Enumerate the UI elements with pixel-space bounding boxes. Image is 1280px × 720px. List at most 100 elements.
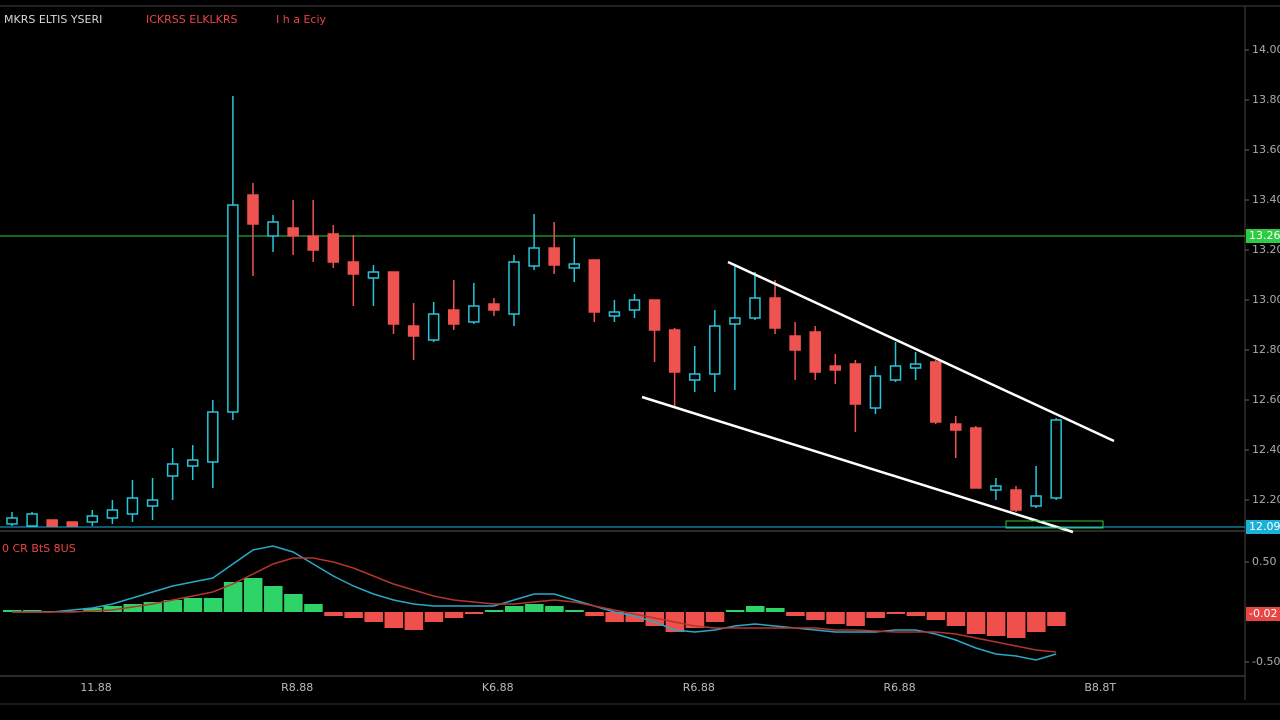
candle-body <box>207 411 219 463</box>
y-tick-label: 13.60 <box>1252 143 1280 156</box>
histogram-bar <box>444 612 464 618</box>
candle-body <box>729 317 741 325</box>
candle-body <box>648 299 661 331</box>
candle-body <box>528 247 540 267</box>
candle-body <box>688 373 701 381</box>
histogram-bar <box>183 598 203 612</box>
histogram-bar <box>505 606 524 612</box>
histogram-bar <box>725 610 745 612</box>
price-tag-label: 12.09 <box>1249 520 1280 533</box>
y-tick-label: 13.20 <box>1252 243 1280 256</box>
histogram-bar <box>926 612 946 620</box>
histogram-bar <box>324 612 343 616</box>
price-tag <box>1246 229 1280 243</box>
candle-body <box>588 259 601 313</box>
y-tick-label: 12.80 <box>1252 343 1280 356</box>
y-tick-label: 13.00 <box>1252 293 1280 306</box>
histogram-bar <box>123 604 142 612</box>
x-tick-label: R6.88 <box>884 681 916 694</box>
histogram-bar <box>404 612 424 630</box>
price-tag-label: -0.02 <box>1249 607 1277 620</box>
histogram-bar <box>705 612 725 622</box>
histogram-bar <box>103 606 122 612</box>
candle-body <box>327 233 340 263</box>
y-tick-label: 12.60 <box>1252 393 1280 406</box>
histogram-bar <box>625 612 644 622</box>
candle-body <box>869 375 882 409</box>
histogram-bar <box>685 612 705 628</box>
candle-body <box>126 497 139 515</box>
candle-body <box>227 204 239 413</box>
candle-body <box>929 361 942 423</box>
candle-body <box>709 325 721 375</box>
candle-body <box>66 521 78 527</box>
candle-body <box>608 311 621 317</box>
candle-body <box>849 363 862 405</box>
histogram-bar <box>284 594 303 612</box>
candle-body <box>950 423 962 431</box>
histogram-bar <box>806 612 825 620</box>
candle-body <box>347 261 360 275</box>
histogram-bar <box>966 612 986 634</box>
candle-body <box>367 271 380 279</box>
candle-body <box>427 313 440 341</box>
y-tick-label: 12.20 <box>1252 493 1280 506</box>
candle-body <box>548 247 560 266</box>
x-tick-label: R8.88 <box>281 681 313 694</box>
histogram-bar <box>866 612 885 618</box>
histogram-bar <box>846 612 865 626</box>
histogram-bar <box>565 610 584 612</box>
histogram-bar <box>1047 612 1066 626</box>
candle-body <box>407 325 420 337</box>
candle-body <box>106 509 119 519</box>
histogram-bar <box>826 612 845 624</box>
candle-body <box>568 263 580 269</box>
histogram-bar <box>304 604 323 612</box>
histogram-bar <box>1007 612 1026 638</box>
histogram-bar <box>163 600 183 612</box>
histogram-bar <box>364 612 383 622</box>
x-tick-label: B8.8T <box>1084 681 1116 694</box>
histogram-bar <box>243 578 263 612</box>
candle-body <box>508 261 520 315</box>
candle-body <box>307 235 319 251</box>
histogram-bar <box>906 612 926 616</box>
candle-body <box>990 485 1002 491</box>
histogram-bar <box>143 602 163 612</box>
candle-body <box>889 365 902 381</box>
candle-body <box>1010 489 1022 511</box>
histogram-bar <box>605 612 624 622</box>
x-tick-label: 11.88 <box>80 681 112 694</box>
histogram-bar <box>645 612 665 626</box>
indicator-label: I h a Eciy <box>276 13 327 26</box>
histogram-bar <box>766 608 785 612</box>
y-tick-label: 0.50 <box>1252 555 1277 568</box>
y-tick-label: 13.80 <box>1252 93 1280 106</box>
macd-title: 0 CR BtS 8US <box>2 542 76 555</box>
y-tick-label: 14.00 <box>1252 43 1280 56</box>
candle-body <box>166 463 179 477</box>
candle-body <box>387 271 400 325</box>
price-tag <box>1246 607 1280 621</box>
histogram-bar <box>946 612 966 626</box>
candle-body <box>6 517 18 525</box>
histogram-bar <box>203 598 223 612</box>
price-tag <box>1246 520 1280 534</box>
histogram-bar <box>223 582 243 612</box>
plot: 14.00 13.80 13.60 13.40 13.20 13.00 12.80 12.60… <box>0 43 1280 694</box>
y-tick-label: 12.40 <box>1252 443 1280 456</box>
histogram-bar <box>1027 612 1046 632</box>
histogram-bar <box>464 612 484 614</box>
candle-body <box>668 329 681 373</box>
histogram-bar <box>545 606 564 612</box>
histogram-bar <box>384 612 404 628</box>
candle-body <box>809 331 821 373</box>
candle-body <box>287 227 299 237</box>
candle-body <box>247 194 259 225</box>
histogram-bar <box>585 612 604 616</box>
histogram-bar <box>264 586 283 612</box>
candle-body <box>1030 495 1042 507</box>
candle-body <box>769 297 781 329</box>
x-tick-label: R6.88 <box>683 681 715 694</box>
